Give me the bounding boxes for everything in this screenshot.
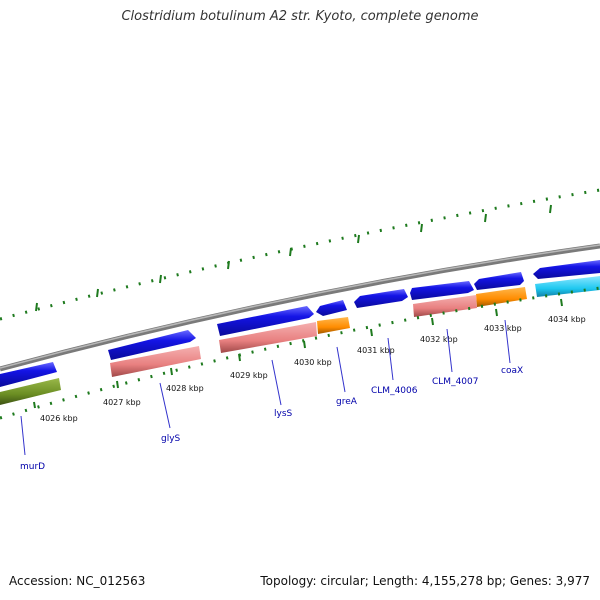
scale-labels: 4026 kbp 4027 kbp 4028 kbp 4029 kbp 4030…: [40, 315, 586, 423]
scale-label: 4027 kbp: [103, 398, 141, 407]
cds-forward-CLM_4006[interactable]: [354, 289, 408, 308]
scale-label: 4034 kbp: [548, 315, 586, 324]
scale-label: 4033 kbp: [484, 324, 522, 333]
outer-tick-ring: [0, 188, 600, 321]
scale-label: 4030 kbp: [294, 358, 332, 367]
scale-label: 4029 kbp: [230, 371, 268, 380]
gene-label-lysS[interactable]: lysS: [274, 409, 293, 419]
gene-label-murD[interactable]: murD: [20, 462, 45, 472]
accession-text: Accession: NC_012563: [9, 574, 146, 588]
cds-reverse-lysS[interactable]: [219, 322, 317, 353]
cds-forward-coaX[interactable]: [474, 272, 524, 290]
cds-reverse-CLM_4007[interactable]: [413, 295, 477, 317]
cds-reverse-coaX[interactable]: [476, 287, 527, 307]
gene-label-lines: [20, 319, 511, 456]
gene-label-greA[interactable]: greA: [336, 397, 358, 407]
map-title: Clostridium botulinum A2 str. Kyoto, com…: [121, 9, 479, 24]
cds-forward-lysS[interactable]: [217, 306, 314, 336]
gene-labels: murD glyS lysS greA CLM_4006 CLM_4007 co…: [20, 366, 523, 472]
genome-backbone: [0, 243, 600, 372]
cds-reverse-greA[interactable]: [317, 317, 350, 334]
cds-reverse-murD[interactable]: [0, 378, 61, 405]
genome-summary-text: Topology: circular; Length: 4,155,278 bp…: [260, 574, 590, 588]
gene-label-coaX[interactable]: coaX: [501, 366, 523, 376]
reverse-strand-features: [0, 276, 600, 405]
cds-forward-greA[interactable]: [316, 300, 347, 316]
scale-label: 4026 kbp: [40, 414, 78, 423]
scale-label: 4031 kbp: [357, 346, 395, 355]
gene-label-CLM_4006[interactable]: CLM_4006: [371, 386, 418, 396]
cds-reverse-glyS[interactable]: [110, 346, 201, 377]
gene-label-CLM_4007[interactable]: CLM_4007: [432, 377, 478, 387]
forward-strand-features: [0, 260, 600, 387]
inner-tick-ring: [0, 286, 600, 420]
cds-forward-glyS[interactable]: [108, 330, 196, 360]
cds-forward-right-edge[interactable]: [533, 260, 600, 279]
cds-forward-murD[interactable]: [0, 362, 57, 387]
scale-label: 4028 kbp: [166, 384, 204, 393]
cds-forward-CLM_4007[interactable]: [410, 281, 474, 300]
gene-label-glyS[interactable]: glyS: [161, 434, 181, 444]
scale-label: 4032 kbp: [420, 335, 458, 344]
cds-reverse-right-edge[interactable]: [535, 276, 600, 297]
